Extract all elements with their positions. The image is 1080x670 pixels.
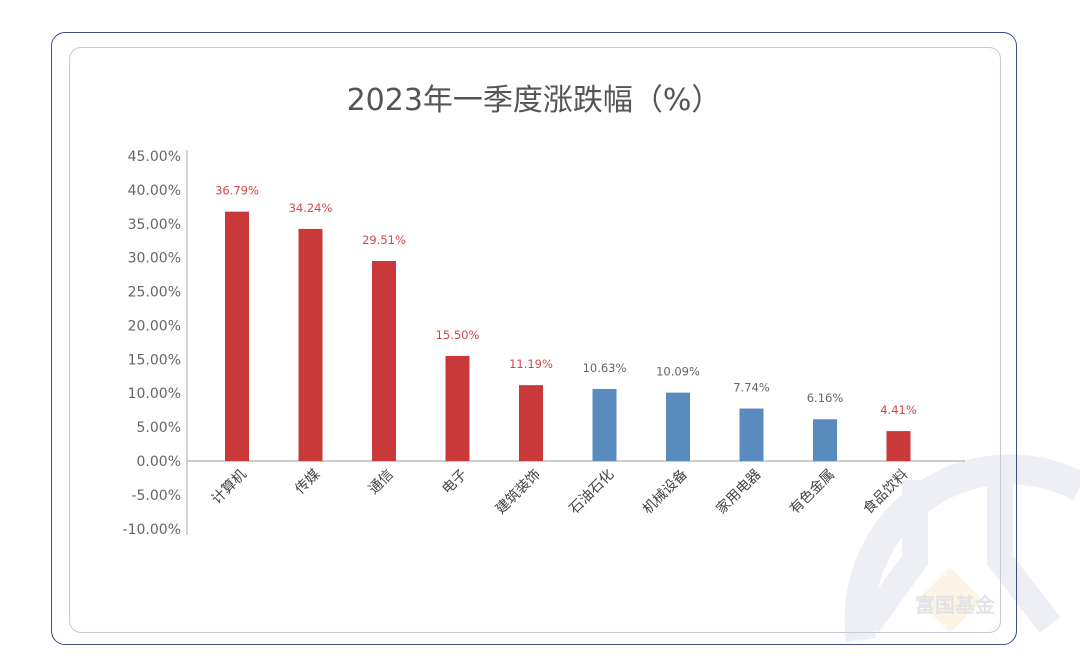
y-tick-label: -5.00% [131,488,181,504]
bar [372,260,396,461]
data-label: 10.63% [583,361,627,375]
y-tick-label: 35.00% [128,217,181,233]
y-tick-label: 0.00% [137,454,181,470]
y-tick-label: 40.00% [128,183,181,199]
bar [445,355,470,461]
y-tick-label: 45.00% [128,149,181,165]
y-tick-label: 10.00% [128,386,181,402]
data-label: 4.41% [880,403,917,417]
bar [298,228,323,461]
outer-frame [51,32,1017,645]
y-tick-label: 30.00% [128,251,181,267]
y-tick-label: 25.00% [128,285,181,301]
data-label: 29.51% [362,233,406,247]
bar [886,431,911,461]
y-tick-label: -10.00% [123,522,181,538]
y-tick-label: 15.00% [128,352,181,368]
data-label: 10.09% [656,365,700,379]
bar [225,211,249,461]
watermark-text: 富国基金 [915,593,996,617]
y-tick-label: 5.00% [137,420,181,436]
data-label: 15.50% [436,328,480,342]
bar [739,408,764,461]
bar [592,388,617,461]
data-label: 11.19% [509,357,553,371]
bar [519,385,543,461]
data-label: 7.74% [733,381,770,395]
bar [813,419,837,461]
data-label: 6.16% [807,391,844,405]
data-label: 36.79% [215,184,259,198]
chart-title: 2023年一季度涨跌幅（%） [347,83,722,118]
y-tick-label: 20.00% [128,318,181,334]
data-label: 34.24% [289,201,333,215]
bar [666,392,690,461]
inner-frame [69,47,1001,633]
